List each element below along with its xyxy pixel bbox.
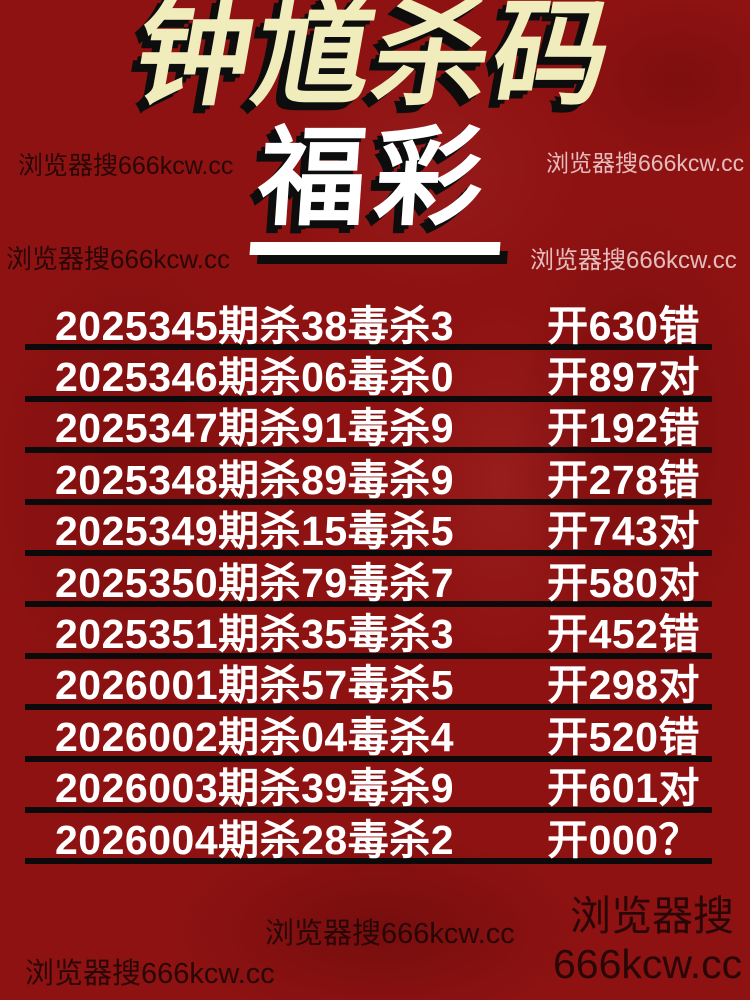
row-result: 开192错 [547,405,700,452]
table-row: 2025349期杀15毒杀5 开743对 [25,505,712,556]
row-result: 开580对 [547,559,700,606]
row-result: 开298对 [547,662,700,709]
header: 钟馗杀码 福彩 [0,0,750,255]
row-result: 开601对 [547,765,700,812]
table-row: 2026002期杀04毒杀4 开520错 [25,710,712,762]
table-row: 2026001期杀57毒杀5 开298对 [25,659,712,711]
watermark-bottom-right: 浏览器搜 666kcw.cc [553,892,742,989]
row-period-kill: 2025345期杀38毒杀3 [55,302,455,349]
row-period-kill: 2026004期杀28毒杀2 [55,816,455,863]
page-title: 钟馗杀码 [125,0,625,119]
row-result: 开897对 [547,354,700,401]
table-row: 2026004期杀28毒杀2 开000？ [25,813,712,865]
watermark-bottom-left: 浏览器搜666kcw.cc [25,958,275,990]
watermark-mid-right: 浏览器搜666kcw.cc [530,247,737,274]
table-row: 2025350期杀79毒杀7 开580对 [25,556,712,608]
row-period-kill: 2026001期杀57毒杀5 [55,662,455,709]
row-result: 开000？ [547,816,700,863]
row-period-kill: 2025351期杀35毒杀3 [55,611,455,658]
watermark-bottom-right-line1: 浏览器搜 [570,893,734,939]
row-result: 开743对 [547,508,700,555]
row-period-kill: 2026002期杀04毒杀4 [55,713,455,760]
results-table: 2025345期杀38毒杀3 开630错 2025346期杀06毒杀0 开897… [25,299,712,865]
table-row: 2025351期杀35毒杀3 开452错 [25,607,712,659]
table-row: 2026003期杀39毒杀9 开601对 [25,762,712,813]
table-row: 2025345期杀38毒杀3 开630错 [25,299,712,351]
row-result: 开278错 [547,456,700,503]
row-period-kill: 2025347期杀91毒杀9 [55,405,455,452]
row-result: 开520错 [547,713,700,760]
table-row: 2025347期杀91毒杀9 开192错 [25,402,712,454]
table-row: 2025348期杀89毒杀9 开278错 [25,453,712,505]
watermark-mid-left: 浏览器搜666kcw.cc [6,244,230,274]
row-period-kill: 2025346期杀06毒杀0 [55,354,455,401]
row-period-kill: 2026003期杀39毒杀9 [55,765,455,812]
row-result: 开630错 [547,302,700,349]
row-period-kill: 2025349期杀15毒杀5 [55,508,455,555]
row-result: 开452错 [547,611,700,658]
watermark-bottom-right-line2: 666kcw.cc [553,941,743,988]
title-underline [249,241,501,255]
watermark-top-right: 浏览器搜666kcw.cc [546,150,745,176]
row-period-kill: 2025350期杀79毒杀7 [55,559,455,606]
watermark-top-left: 浏览器搜666kcw.cc [18,152,234,180]
table-row: 2025346期杀06毒杀0 开897对 [25,350,712,402]
watermark-bottom-center: 浏览器搜666kcw.cc [265,918,515,950]
row-period-kill: 2025348期杀89毒杀9 [55,456,455,503]
